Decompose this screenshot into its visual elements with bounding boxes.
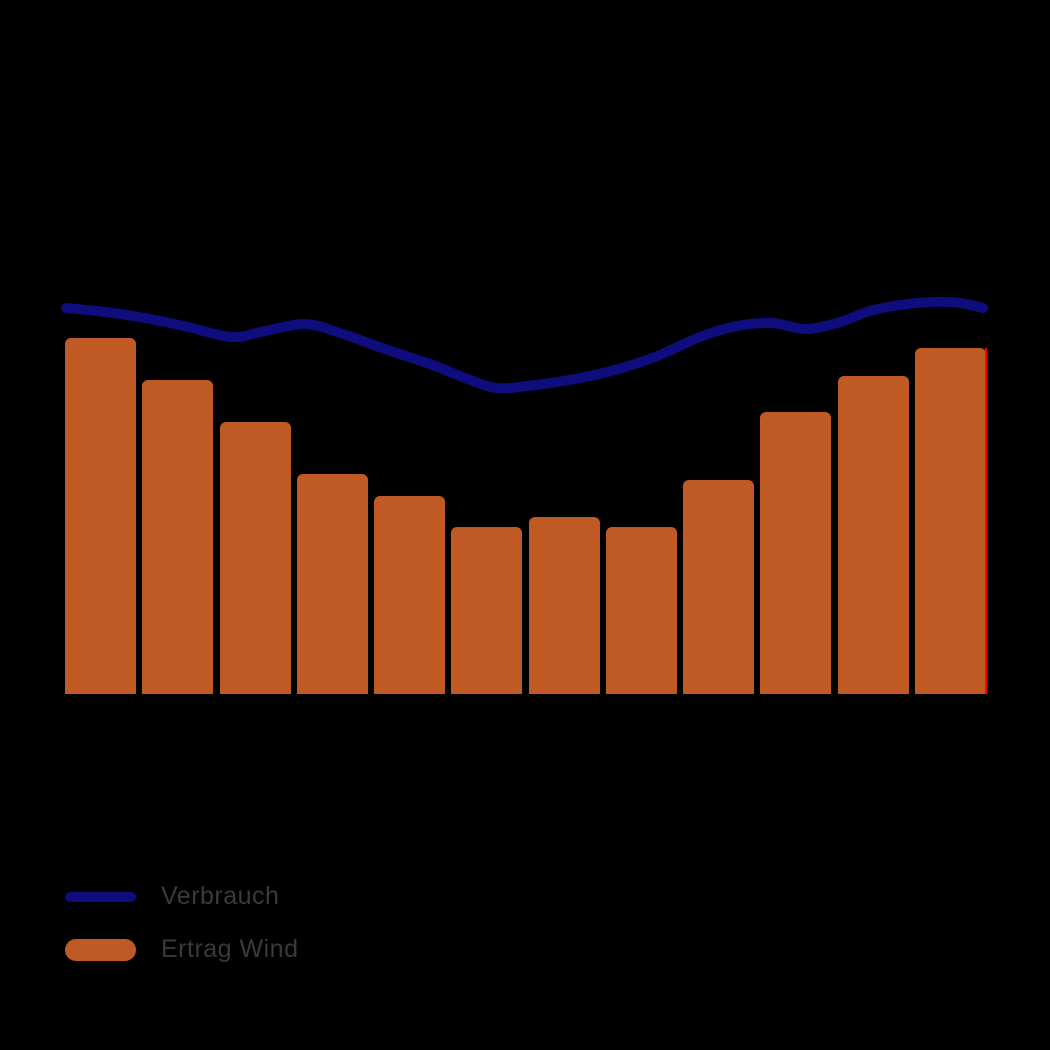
bar-month-4[interactable]	[296, 473, 368, 694]
bar-month-5[interactable]	[374, 496, 446, 694]
bar-month-7[interactable]	[528, 517, 600, 694]
last-bar-edge-marker	[985, 347, 987, 694]
bar-month-10[interactable]	[760, 412, 832, 694]
bar-month-3[interactable]	[219, 421, 291, 694]
bar-month-11[interactable]	[837, 376, 909, 694]
legend-item-ertrag-wind[interactable]: Ertrag Wind	[65, 934, 298, 966]
bar-month-8[interactable]	[605, 526, 677, 694]
legend-label-ertrag-wind: Ertrag Wind	[161, 935, 299, 964]
bar-series-swatch-icon	[65, 939, 136, 961]
bar-month-2[interactable]	[142, 379, 214, 694]
legend-item-verbrauch[interactable]: Verbrauch	[65, 881, 298, 913]
bar-month-6[interactable]	[451, 526, 523, 694]
legend: Verbrauch Ertrag Wind	[65, 881, 298, 987]
bar-month-1[interactable]	[65, 337, 136, 694]
line-series-swatch-icon	[65, 892, 136, 902]
legend-label-verbrauch: Verbrauch	[161, 882, 280, 911]
bar-month-12[interactable]	[915, 347, 987, 694]
bar-month-9[interactable]	[683, 479, 755, 694]
